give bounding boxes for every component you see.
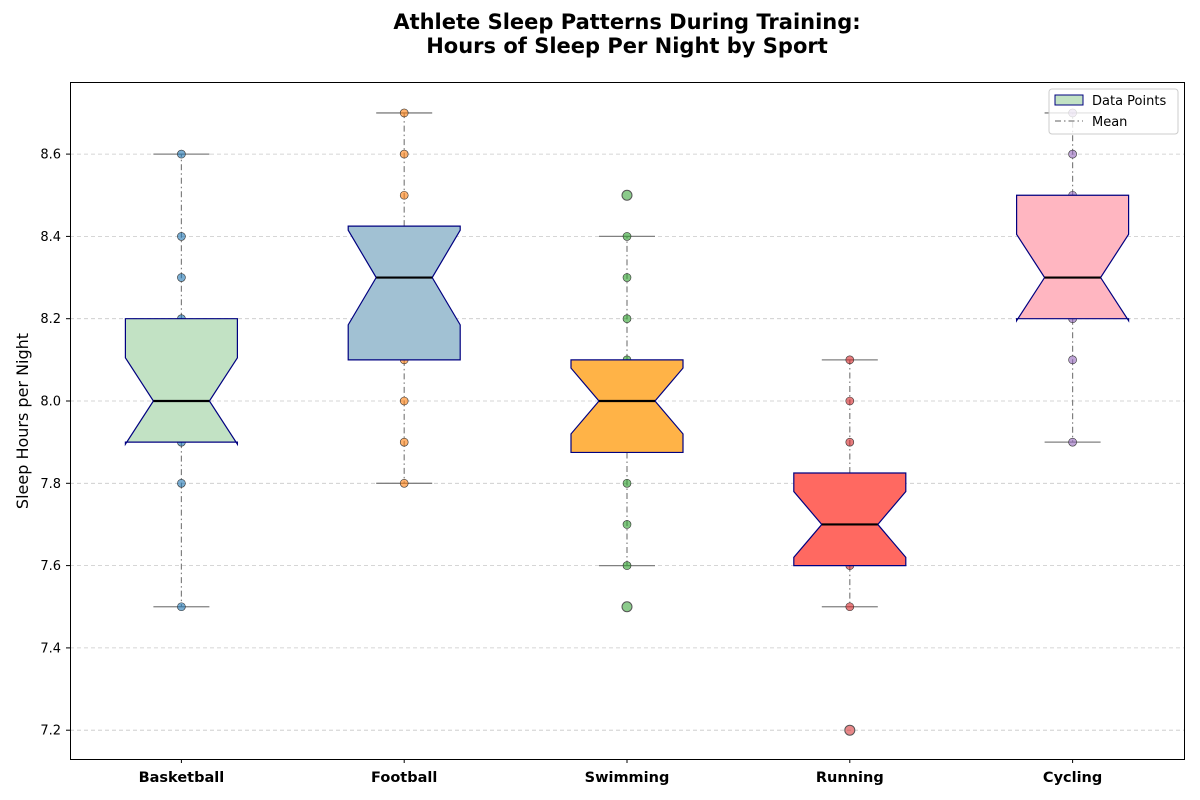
- data-point: [177, 273, 186, 282]
- data-point: [399, 190, 409, 200]
- data-point: [622, 478, 632, 488]
- y-tick-label: 8.2: [40, 312, 61, 327]
- data-point: [177, 602, 186, 612]
- data-point: [845, 355, 855, 365]
- data-point: [399, 108, 409, 118]
- x-category-label: Running: [816, 770, 884, 786]
- box-body: [1016, 194, 1130, 323]
- box-cycling: [1016, 108, 1130, 447]
- data-point: [845, 396, 855, 406]
- y-tick-label: 8.4: [40, 230, 61, 245]
- box-plot-series: [124, 108, 1130, 736]
- axes: 7.2 7.4 7.6 7.8 8.0 8.2 8.4 8.6 Basketball Footba…: [40, 148, 1102, 786]
- box-basketball: [124, 149, 238, 612]
- data-point: [622, 561, 632, 570]
- data-point: [1068, 355, 1077, 365]
- x-category-label: Basketball: [139, 770, 225, 786]
- data-point: [1068, 149, 1077, 159]
- box-body: [570, 359, 684, 454]
- y-axis-title: Sleep Hours per Night: [13, 333, 32, 509]
- outlier-point: [621, 189, 633, 201]
- y-tick-label: 8.6: [40, 148, 61, 163]
- y-tick-label: 8.0: [40, 395, 61, 410]
- chart-title-line-2: Hours of Sleep Per Night by Sport: [426, 34, 828, 58]
- y-tick-label: 7.6: [40, 559, 61, 574]
- legend-mean-label: Mean: [1092, 115, 1127, 130]
- data-point: [845, 602, 855, 612]
- y-tick-label: 7.4: [40, 641, 61, 656]
- data-point: [177, 149, 186, 159]
- outlier-point: [621, 601, 633, 613]
- outlier-point: [844, 724, 856, 736]
- data-point: [399, 149, 409, 159]
- x-category-label: Swimming: [585, 770, 670, 786]
- x-category-label: Football: [371, 770, 437, 786]
- data-point: [622, 232, 632, 241]
- box-football: [347, 108, 461, 488]
- box-running: [793, 355, 907, 736]
- chart-title: Athlete Sleep Patterns During Training: …: [0, 10, 1200, 58]
- legend-data-points-label: Data Points: [1092, 94, 1166, 109]
- x-category-label: Cycling: [1043, 770, 1102, 786]
- box-body: [793, 472, 907, 567]
- y-tick-label: 7.8: [40, 477, 61, 492]
- y-tick-label: 7.2: [40, 724, 61, 739]
- data-point: [1068, 437, 1077, 447]
- data-point: [622, 273, 632, 282]
- data-point: [399, 437, 409, 447]
- box-body: [124, 318, 238, 447]
- data-point: [622, 314, 632, 324]
- legend-data-points-swatch: [1054, 94, 1084, 106]
- data-point: [399, 396, 409, 406]
- legend: Data Points Mean: [1048, 88, 1179, 135]
- data-point: [177, 478, 186, 488]
- data-point: [845, 437, 855, 447]
- data-point: [177, 232, 186, 241]
- data-point: [399, 478, 409, 488]
- data-point: [622, 520, 632, 529]
- chart-title-line-1: Athlete Sleep Patterns During Training:: [393, 10, 861, 34]
- box-body: [347, 225, 461, 361]
- box-swimming: [570, 189, 684, 613]
